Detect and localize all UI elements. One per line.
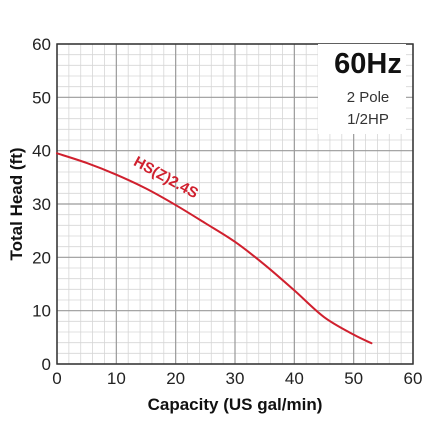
y-tick-label: 10 (32, 302, 51, 321)
chart-subtitle-power: 1/2HP (347, 111, 389, 128)
y-tick-label: 0 (42, 355, 51, 374)
x-tick-labels: 0 10 20 30 40 50 60 (52, 369, 422, 388)
y-tick-label: 40 (32, 142, 51, 161)
x-tick-label: 40 (285, 369, 304, 388)
x-tick-label: 60 (404, 369, 423, 388)
x-tick-label: 0 (52, 369, 61, 388)
series-label: HS(Z)2.4S (131, 153, 201, 202)
series-line (56, 152, 373, 345)
x-tick-label: 10 (107, 369, 126, 388)
y-axis-title: Total Head (ft) (7, 147, 26, 260)
y-tick-label: 30 (32, 195, 51, 214)
x-tick-label: 50 (344, 369, 363, 388)
x-axis-title: Capacity (US gal/min) (148, 395, 323, 414)
plot-frame (56, 43, 414, 365)
y-tick-label: 50 (32, 88, 51, 107)
y-tick-labels: 0 10 20 30 40 50 60 (32, 35, 51, 374)
chart-subtitle-pole: 2 Pole (347, 89, 390, 106)
y-tick-label: 60 (32, 35, 51, 54)
legend-box-background (318, 44, 406, 134)
chart-title: 60Hz (334, 48, 402, 80)
x-tick-label: 30 (226, 369, 245, 388)
x-tick-label: 20 (166, 369, 185, 388)
y-tick-label: 20 (32, 248, 51, 267)
